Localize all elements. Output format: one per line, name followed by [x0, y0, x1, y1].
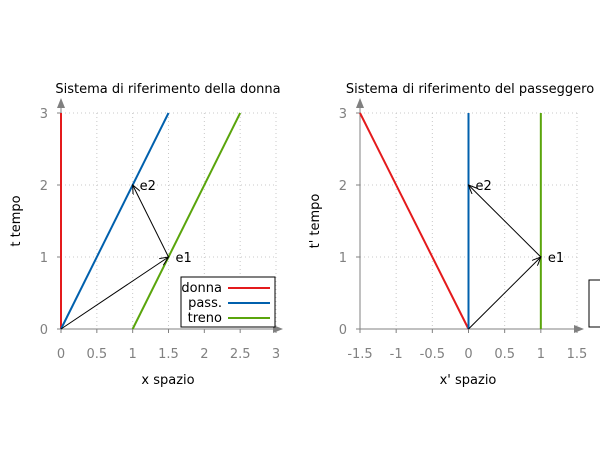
legend: donna pass. treno: [180, 276, 276, 328]
y-tick-label: 3: [40, 107, 48, 122]
chart-donna: Sistema di riferimento della donna x spa…: [9, 82, 283, 388]
x-tick-label: 1: [129, 347, 137, 362]
x-tick-label: 2: [200, 347, 208, 362]
event-arrow: [468, 257, 541, 330]
y-tick-label: 1: [40, 251, 48, 266]
legend-label-treno: treno: [188, 311, 222, 326]
y-tick-label: 3: [339, 107, 347, 122]
y-tick-label: 1: [339, 251, 347, 266]
x-tick-label: -0.5: [420, 347, 445, 362]
x-tick-label: -1: [390, 347, 403, 362]
x-tick-label: -1.5: [347, 347, 372, 362]
y-tick-label: 0: [40, 323, 48, 338]
event-label-e1: e1: [176, 251, 192, 266]
chart-passeggero: Sistema di riferimento del passeggero x'…: [308, 82, 600, 388]
x-tick-label: 0.5: [86, 347, 107, 362]
x-tick-label: 0.5: [494, 347, 515, 362]
event-arrow: [60, 257, 169, 330]
event-label-e1: e1: [548, 251, 564, 266]
x-tick-label: 0: [464, 347, 472, 362]
legend-box: [588, 279, 600, 328]
x-tick-label: 1.5: [158, 347, 179, 362]
event-label-e2: e2: [476, 179, 492, 194]
y-tick-label: 2: [339, 179, 347, 194]
chart-title: Sistema di riferimento della donna: [55, 82, 280, 97]
series-line-0: [359, 112, 470, 330]
x-tick-label: 1.5: [567, 347, 588, 362]
y-tick-label: 2: [40, 179, 48, 194]
series-line-treno: [131, 112, 242, 330]
y-axis-label: t tempo: [9, 195, 24, 246]
event-arrow: [469, 185, 542, 258]
x-tick-label: 1: [537, 347, 545, 362]
x-tick-label: 0: [57, 347, 65, 362]
x-tick-label: 3: [272, 347, 280, 362]
y-tick-label: 0: [339, 323, 347, 338]
series-line-pass: [60, 112, 170, 330]
event-arrow: [133, 185, 169, 258]
chart-title: Sistema di riferimento del passeggero: [346, 82, 594, 97]
x-axis-label: x spazio: [141, 373, 194, 388]
x-axis-label: x' spazio: [440, 373, 497, 388]
event-label-e2: e2: [140, 179, 156, 194]
legend-label-pass: pass.: [188, 296, 222, 311]
x-tick-label: 2.5: [230, 347, 251, 362]
y-axis-label: t' tempo: [308, 194, 323, 249]
legend-label-donna: donna: [181, 281, 222, 296]
